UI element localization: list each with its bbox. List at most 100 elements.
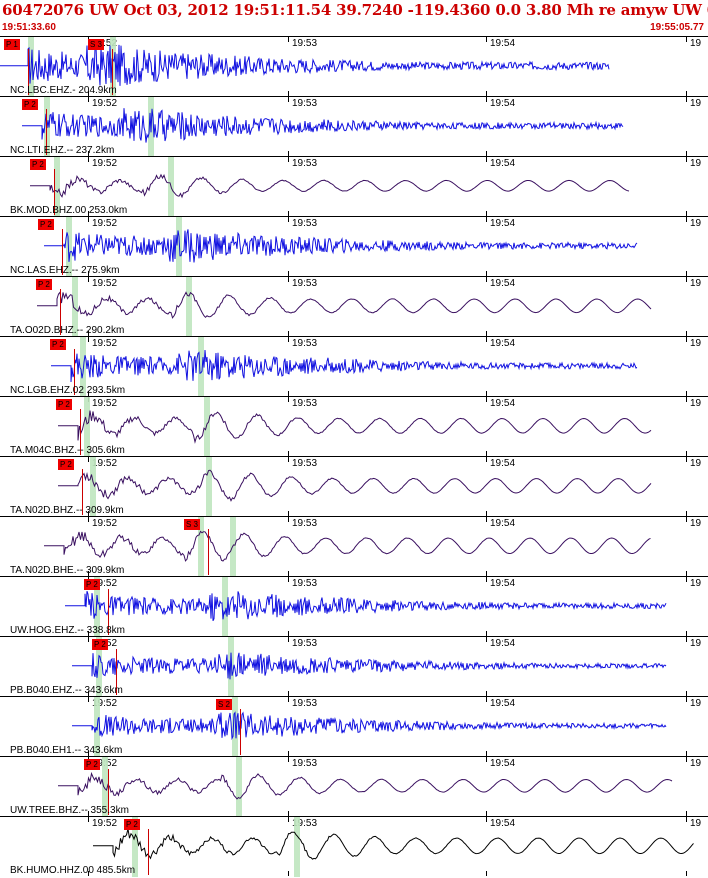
phase-pick-flag[interactable]: S 3 xyxy=(184,519,201,530)
waveform-line xyxy=(65,591,667,622)
time-tick xyxy=(288,517,289,522)
time-label: 19:53 xyxy=(292,818,318,829)
time-label: 19 xyxy=(690,518,702,529)
station-label: PB.B040.EH1.-- 343.6km xyxy=(10,745,123,756)
waveform-line xyxy=(51,349,638,383)
waveform xyxy=(30,173,630,199)
time-label: 19 xyxy=(690,698,702,709)
waveform-line xyxy=(30,173,630,199)
time-tick xyxy=(288,697,289,702)
time-tick xyxy=(88,571,89,576)
time-label: 19:54 xyxy=(490,218,516,229)
time-tick xyxy=(486,91,487,96)
phase-pick-flag[interactable]: P 2 xyxy=(84,579,100,590)
phase-pick-flag[interactable]: P 2 xyxy=(58,459,74,470)
time-label: 19:53 xyxy=(292,278,318,289)
station-label: TA.M04C.BHZ.-- 305.6km xyxy=(10,445,125,456)
trace-panel[interactable]: 19:52 19:53 19:54 19 P 2 UW.HOG.EHZ.-- 338.8k… xyxy=(0,576,708,637)
end-time: 19:55:05.77 xyxy=(650,22,704,33)
time-tick xyxy=(686,691,687,696)
time-tick xyxy=(486,97,487,102)
time-label: 19:53 xyxy=(292,638,318,649)
time-label: 19:53 xyxy=(292,578,318,589)
phase-pick-flag[interactable]: P 2 xyxy=(92,639,108,650)
phase-pick-line xyxy=(112,49,113,95)
trace-panel[interactable]: 19:52 19:53 19:54 19 P 2 NC.LTI.EHZ.-- 237.2k… xyxy=(0,96,708,157)
phase-pick-flag[interactable]: P 2 xyxy=(84,759,100,770)
trace-panel[interactable]: 19:52 19:53 19:54 19 P 2 TA.M04C.BHZ.-- 305.6… xyxy=(0,396,708,457)
time-tick xyxy=(288,37,289,42)
phase-pick-flag[interactable]: P 2 xyxy=(50,339,66,350)
time-tick xyxy=(288,211,289,216)
arrival-band xyxy=(110,37,116,97)
time-tick xyxy=(686,817,687,822)
time-tick xyxy=(288,637,289,642)
time-tick xyxy=(686,151,687,156)
phase-pick-flag[interactable]: P 2 xyxy=(38,219,54,230)
phase-pick-flag[interactable]: P 2 xyxy=(36,279,52,290)
phase-pick-flag[interactable]: P 1 xyxy=(4,39,20,50)
arrival-band xyxy=(72,277,78,337)
time-label: 19 xyxy=(690,758,702,769)
waveform-line xyxy=(93,828,694,860)
seismogram-traces[interactable]: 19:52 19:53 19:54 19 P 1 S 3 NC.LBC.EHZ.- 204.… xyxy=(0,36,708,878)
arrival-band xyxy=(294,817,300,877)
arrival-band xyxy=(90,457,96,517)
time-tick xyxy=(686,697,687,702)
time-tick xyxy=(288,391,289,396)
time-label: 19:52 xyxy=(92,458,118,469)
time-tick xyxy=(88,271,89,276)
time-tick xyxy=(486,397,487,402)
time-tick xyxy=(288,397,289,402)
phase-pick-line xyxy=(80,409,81,455)
time-tick xyxy=(88,331,89,336)
time-tick xyxy=(288,571,289,576)
time-label: 19:53 xyxy=(292,758,318,769)
phase-pick-flag[interactable]: P 2 xyxy=(124,819,140,830)
time-tick xyxy=(88,217,89,222)
time-tick xyxy=(686,511,687,516)
trace-panel[interactable]: 19:52 19:53 19:54 19 P 2 TA.O02D.BHZ.-- 290.2… xyxy=(0,276,708,337)
time-tick xyxy=(288,751,289,756)
time-tick xyxy=(686,271,687,276)
trace-panel[interactable]: 19:52 19:53 19:54 19 S 2 PB.B040.EH1.-- 343.6… xyxy=(0,696,708,757)
time-tick xyxy=(686,157,687,162)
waveform-line xyxy=(58,771,673,800)
time-label: 19:52 xyxy=(92,98,118,109)
phase-pick-flag[interactable]: P 2 xyxy=(22,99,38,110)
time-label: 19:54 xyxy=(490,338,516,349)
phase-pick-line xyxy=(28,49,29,95)
time-label: 19 xyxy=(690,338,702,349)
trace-panel[interactable]: 19:52 19:53 19:54 19 P 2 TA.N02D.BHZ.-- 309.9… xyxy=(0,456,708,517)
time-tick xyxy=(288,691,289,696)
time-tick xyxy=(88,157,89,162)
time-tick xyxy=(686,637,687,642)
time-tick xyxy=(486,631,487,636)
phase-pick-flag[interactable]: S 3 xyxy=(88,39,105,50)
trace-panel[interactable]: 19:52 19:53 19:54 19 P 2 BK.HUMO.HHZ.00 485.5… xyxy=(0,816,708,877)
event-header: 60472076 UW Oct 03, 2012 19:51:11.54 39.… xyxy=(0,0,708,36)
time-tick xyxy=(88,817,89,822)
time-tick xyxy=(288,217,289,222)
time-label: 19:53 xyxy=(292,458,318,469)
trace-panel[interactable]: 19:52 19:53 19:54 19 P 2 NC.LGB.EHZ.02 293.5k… xyxy=(0,336,708,397)
time-tick xyxy=(486,691,487,696)
trace-panel[interactable]: 19:52 19:53 19:54 19 P 1 S 3 NC.LBC.EHZ.- 204.… xyxy=(0,36,708,97)
time-tick xyxy=(88,517,89,522)
time-tick xyxy=(288,631,289,636)
time-label: 19:54 xyxy=(490,278,516,289)
time-tick xyxy=(88,871,89,876)
time-tick xyxy=(686,811,687,816)
time-tick xyxy=(88,211,89,216)
time-tick xyxy=(88,97,89,102)
phase-pick-flag[interactable]: S 2 xyxy=(216,699,233,710)
trace-panel[interactable]: 19:52 19:53 19:54 19 S 3 TA.N02D.BHE.-- 309.9… xyxy=(0,516,708,577)
phase-pick-line xyxy=(54,169,55,215)
trace-panel[interactable]: 19:52 19:53 19:54 19 P 2 NC.LAS.EHZ.-- 275.9k… xyxy=(0,216,708,277)
phase-pick-flag[interactable]: P 2 xyxy=(56,399,72,410)
trace-panel[interactable]: 19:52 19:53 19:54 19 P 2 BK.MOD.BHZ.00 253.0k… xyxy=(0,156,708,217)
time-tick xyxy=(88,811,89,816)
phase-pick-flag[interactable]: P 2 xyxy=(30,159,46,170)
